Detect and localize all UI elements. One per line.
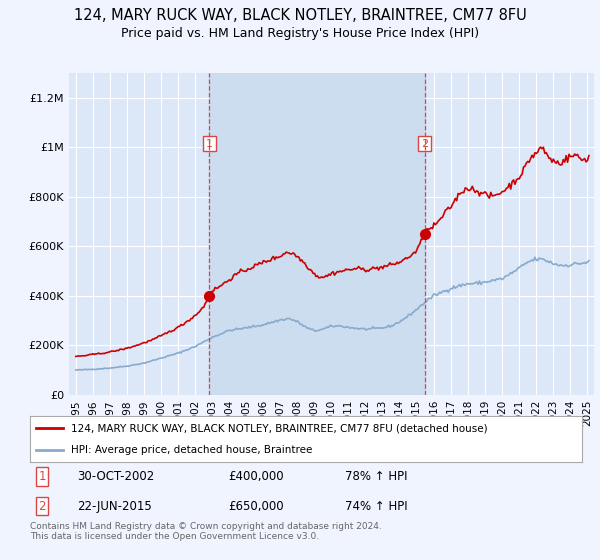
Text: 2: 2 — [421, 139, 428, 148]
Text: 1: 1 — [206, 139, 213, 148]
Text: HPI: Average price, detached house, Braintree: HPI: Average price, detached house, Brai… — [71, 445, 313, 455]
Bar — [209, 73, 425, 395]
Text: 124, MARY RUCK WAY, BLACK NOTLEY, BRAINTREE, CM77 8FU: 124, MARY RUCK WAY, BLACK NOTLEY, BRAINT… — [74, 8, 526, 24]
Text: 30-OCT-2002: 30-OCT-2002 — [77, 470, 154, 483]
Text: £400,000: £400,000 — [229, 470, 284, 483]
Text: Contains HM Land Registry data © Crown copyright and database right 2024.
This d: Contains HM Land Registry data © Crown c… — [30, 522, 382, 542]
Text: 78% ↑ HPI: 78% ↑ HPI — [344, 470, 407, 483]
Text: 2: 2 — [38, 500, 46, 513]
Text: 124, MARY RUCK WAY, BLACK NOTLEY, BRAINTREE, CM77 8FU (detached house): 124, MARY RUCK WAY, BLACK NOTLEY, BRAINT… — [71, 423, 488, 433]
Text: 74% ↑ HPI: 74% ↑ HPI — [344, 500, 407, 513]
Text: Price paid vs. HM Land Registry's House Price Index (HPI): Price paid vs. HM Land Registry's House … — [121, 27, 479, 40]
Text: 22-JUN-2015: 22-JUN-2015 — [77, 500, 152, 513]
Text: 1: 1 — [38, 470, 46, 483]
Text: £650,000: £650,000 — [229, 500, 284, 513]
